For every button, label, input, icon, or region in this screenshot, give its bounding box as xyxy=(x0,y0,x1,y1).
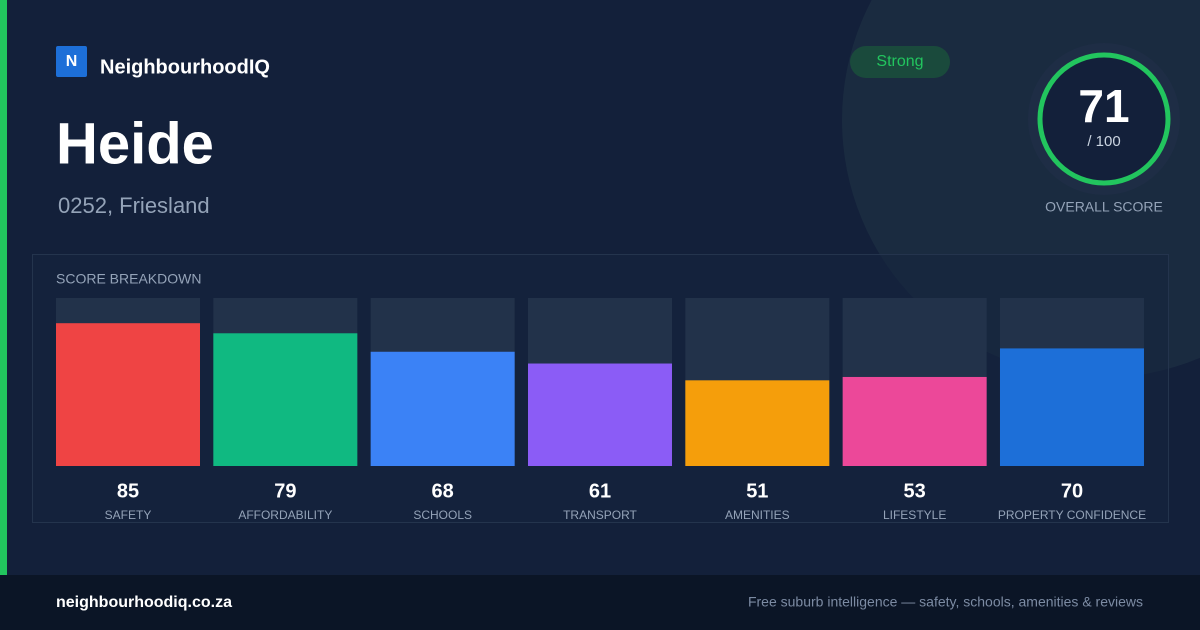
score-label: OVERALL SCORE xyxy=(1045,199,1163,215)
footer xyxy=(0,575,1200,630)
footer-tagline: Free suburb intelligence — safety, schoo… xyxy=(748,594,1143,610)
category-label: AFFORDABILITY xyxy=(238,508,332,522)
badge-text: Strong xyxy=(876,53,923,70)
category-label: SCHOOLS xyxy=(413,508,472,522)
footer-site: neighbourhoodiq.co.za xyxy=(56,594,232,611)
value-label: 79 xyxy=(274,480,296,502)
category-label: LIFESTYLE xyxy=(883,508,946,522)
bar xyxy=(213,333,358,466)
score-value: 71 xyxy=(1078,80,1129,132)
value-label: 68 xyxy=(432,480,454,502)
brand-name: NeighbourhoodIQ xyxy=(100,56,270,78)
score-ring xyxy=(1037,52,1171,186)
category-label: SAFETY xyxy=(105,508,152,522)
bar xyxy=(685,380,830,466)
logo-letter: N xyxy=(66,53,78,70)
category-label: AMENITIES xyxy=(725,508,790,522)
accent-stripe xyxy=(0,0,7,575)
category-label: PROPERTY CONFIDENCE xyxy=(998,508,1146,522)
suburb-name: Heide xyxy=(56,111,214,176)
suburb-location: 0252, Friesland xyxy=(58,193,210,218)
value-label: 85 xyxy=(117,480,139,502)
badge xyxy=(850,46,950,78)
value-label: 61 xyxy=(589,480,611,502)
logo xyxy=(56,46,87,77)
score-out-of: / 100 xyxy=(1087,133,1120,150)
breakdown-title: SCORE BREAKDOWN xyxy=(56,271,201,287)
bar xyxy=(370,351,515,466)
bar xyxy=(56,323,200,466)
bar xyxy=(999,348,1144,466)
bar xyxy=(527,363,672,466)
value-label: 53 xyxy=(904,480,926,502)
value-label: 51 xyxy=(746,480,768,502)
value-label: 70 xyxy=(1061,480,1083,502)
category-label: TRANSPORT xyxy=(563,508,637,522)
bar xyxy=(842,376,987,466)
